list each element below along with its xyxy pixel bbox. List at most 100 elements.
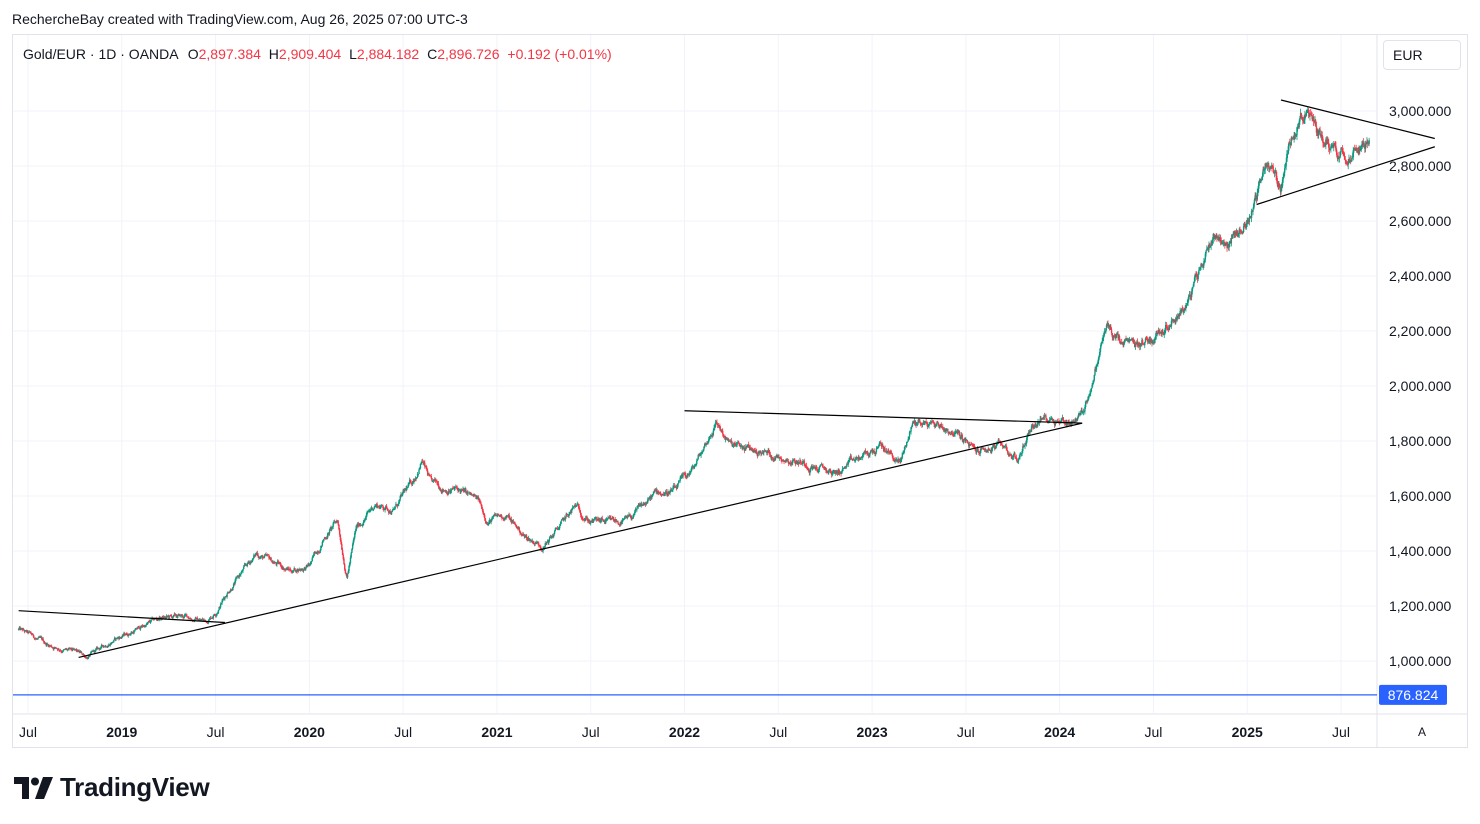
candle — [908, 430, 911, 440]
candle — [66, 649, 69, 652]
candle — [464, 486, 466, 493]
candle — [354, 530, 356, 540]
candle — [107, 644, 109, 648]
candle — [841, 470, 843, 475]
x-tick-label: Jul — [1332, 724, 1350, 740]
candle — [662, 491, 665, 497]
candle — [959, 431, 961, 440]
candle — [867, 450, 869, 456]
candle — [1214, 235, 1217, 240]
candle — [429, 474, 432, 477]
candle — [663, 492, 665, 497]
candle — [225, 594, 228, 598]
candle — [560, 520, 562, 525]
candle — [261, 554, 263, 558]
candle — [684, 471, 686, 478]
candle — [672, 485, 674, 492]
candle — [103, 644, 105, 648]
candle — [575, 504, 577, 508]
candle — [460, 489, 462, 494]
candle — [670, 488, 673, 492]
auto-scale-button[interactable]: A — [1417, 725, 1426, 739]
candle — [764, 449, 766, 452]
candle — [801, 461, 803, 465]
candle — [448, 489, 451, 493]
candle — [577, 501, 579, 505]
currency-button[interactable]: EUR — [1383, 40, 1461, 70]
candle — [790, 461, 792, 467]
y-tick-label: 2,200.000 — [1389, 323, 1451, 339]
candle — [1092, 380, 1094, 387]
candle — [1093, 374, 1095, 382]
candle — [1234, 230, 1237, 238]
candle — [946, 428, 948, 431]
candle — [237, 575, 239, 579]
candle — [1051, 417, 1054, 422]
candle — [68, 647, 70, 649]
candle — [1216, 233, 1218, 242]
candle — [404, 488, 407, 491]
candle — [1288, 141, 1290, 151]
candle — [528, 538, 531, 542]
candle — [1137, 342, 1139, 349]
candle — [882, 445, 885, 453]
candle — [841, 466, 844, 473]
candle — [34, 637, 36, 641]
candle — [799, 457, 801, 464]
candle — [1185, 302, 1187, 312]
candle — [1115, 334, 1117, 341]
candle — [267, 553, 269, 556]
candle — [1273, 169, 1276, 178]
candle — [1022, 443, 1024, 454]
candle — [112, 641, 114, 643]
candle — [281, 565, 283, 570]
candle — [675, 484, 678, 491]
candle — [731, 440, 733, 448]
candle — [1255, 192, 1257, 202]
candle — [699, 452, 702, 457]
candle — [87, 657, 89, 659]
candle — [1045, 413, 1047, 421]
candle — [631, 515, 633, 521]
candle — [722, 428, 724, 437]
candle — [682, 473, 684, 479]
candle — [38, 635, 41, 639]
chart-grid — [13, 35, 1467, 747]
candle — [250, 560, 253, 563]
candle — [292, 569, 294, 573]
candle — [252, 558, 254, 561]
candle — [313, 551, 316, 557]
candle — [180, 613, 182, 617]
candle — [1189, 291, 1191, 300]
candle — [1323, 141, 1326, 148]
candle — [1167, 327, 1169, 331]
candle — [502, 517, 505, 521]
candle — [1250, 208, 1253, 223]
candle — [1105, 323, 1108, 331]
candle — [1278, 183, 1281, 189]
candle — [805, 464, 807, 469]
candle — [861, 452, 864, 461]
candle — [636, 505, 639, 509]
candle — [869, 452, 871, 458]
candle — [965, 439, 968, 441]
x-tick-label: Jul — [19, 724, 37, 740]
candle — [1190, 294, 1192, 301]
candle — [964, 437, 966, 444]
candle — [432, 479, 435, 484]
candle — [61, 650, 63, 653]
candle — [1115, 332, 1118, 339]
candle — [1212, 232, 1215, 244]
candle — [849, 453, 852, 461]
candle — [1365, 142, 1367, 148]
candle — [1221, 240, 1224, 245]
candle — [812, 464, 815, 469]
candle — [1325, 136, 1328, 145]
candle — [1183, 307, 1186, 313]
candle — [21, 627, 23, 632]
candle — [1078, 411, 1080, 416]
candle — [305, 567, 307, 572]
candle — [1240, 229, 1242, 235]
candle — [579, 510, 582, 518]
